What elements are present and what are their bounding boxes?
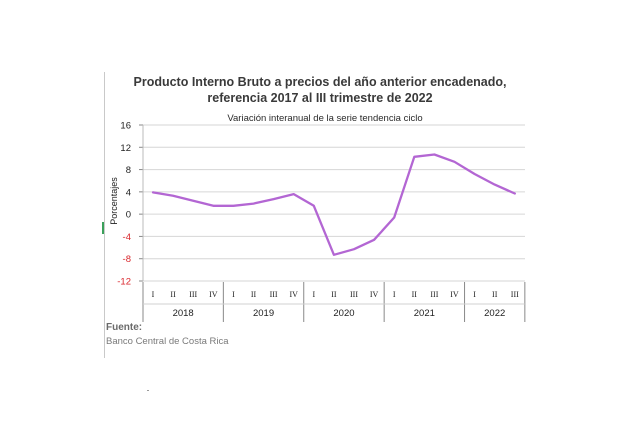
x-year-label: 2022 — [484, 308, 505, 319]
left-border-line — [104, 72, 105, 358]
y-tick-label: 0 — [126, 210, 131, 221]
y-tick-label: 4 — [126, 187, 131, 198]
y-tick-label: -12 — [117, 277, 131, 288]
y-tick-label: -8 — [123, 254, 131, 265]
y-axis-title: Porcentajes — [109, 177, 119, 225]
y-tick-label: 12 — [120, 143, 131, 154]
x-quarter-label: II — [251, 290, 257, 299]
x-quarter-label: I — [393, 290, 396, 299]
x-year-label: 2018 — [173, 308, 194, 319]
x-quarter-label: I — [473, 290, 476, 299]
x-quarter-label: III — [511, 290, 519, 299]
source-text: Banco Central de Costa Rica — [106, 336, 229, 347]
x-quarter-label: IV — [209, 290, 218, 299]
x-quarter-label: III — [430, 290, 438, 299]
x-quarter-label: I — [232, 290, 235, 299]
chart-title-line-1: Producto Interno Bruto a precios del año… — [133, 75, 507, 89]
series-line — [151, 153, 516, 256]
x-quarter-label: I — [152, 290, 155, 299]
x-year-label: 2021 — [414, 308, 435, 319]
x-quarter-label: III — [189, 290, 197, 299]
chart-subtitle: Variación interanual de la serie tendenc… — [227, 113, 423, 124]
x-quarter-label: II — [170, 290, 176, 299]
x-quarter-label: IV — [370, 290, 379, 299]
y-tick-label: 8 — [126, 165, 131, 176]
x-quarter-label: III — [270, 290, 278, 299]
chart-title-line-2: referencia 2017 al III trimestre de 2022 — [207, 91, 433, 105]
x-quarter-label: II — [412, 290, 418, 299]
x-quarter-label: I — [312, 290, 315, 299]
y-tick-label: -4 — [123, 232, 131, 243]
x-year-label: 2020 — [333, 308, 354, 319]
x-quarter-label: II — [331, 290, 337, 299]
x-year-label: 2019 — [253, 308, 274, 319]
stray-mark — [147, 390, 149, 391]
y-tick-label: 16 — [120, 121, 131, 132]
side-marker — [102, 222, 104, 234]
x-quarter-label: IV — [450, 290, 459, 299]
x-quarter-label: III — [350, 290, 358, 299]
x-quarter-label: II — [492, 290, 498, 299]
x-quarter-label: IV — [289, 290, 298, 299]
source-label: Fuente: — [106, 322, 143, 333]
chart-title: Producto Interno Bruto a precios del año… — [100, 74, 540, 106]
